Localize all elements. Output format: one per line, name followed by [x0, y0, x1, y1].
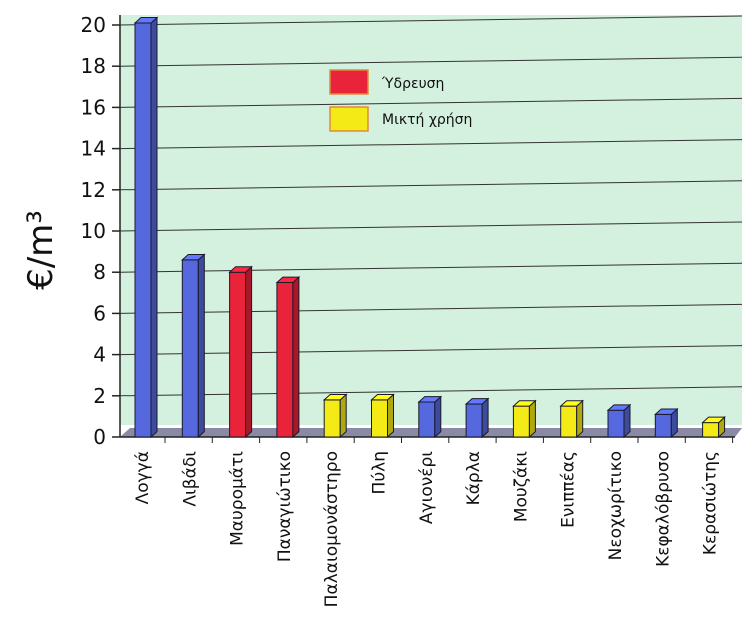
bar [370, 393, 395, 439]
bar-top [606, 404, 632, 411]
bar-front [276, 282, 294, 438]
bar-front [134, 22, 152, 438]
gridline [119, 15, 743, 26]
bar-side [197, 253, 205, 439]
gridline [119, 56, 743, 67]
y-tick-label: 20 [81, 13, 106, 37]
bar-top [133, 17, 159, 24]
x-tick-label: Νεοχωρίτικο [606, 451, 626, 560]
bar-top [275, 276, 301, 283]
y-tick-label: 6 [93, 301, 106, 325]
bar [606, 403, 632, 439]
bar [180, 253, 206, 439]
y-tick-label: 16 [81, 95, 106, 119]
bar-side [576, 399, 584, 439]
bar [701, 416, 726, 439]
bar-front [371, 399, 388, 438]
bar-top [370, 394, 395, 401]
y-tick-label: 12 [81, 178, 106, 202]
gridline [119, 180, 743, 191]
bar [653, 407, 679, 439]
bar [559, 399, 585, 439]
y-tick-label: 0 [93, 425, 106, 449]
bar [417, 395, 443, 439]
x-tick-label: Κερασιώτης [701, 451, 721, 555]
bar-front [181, 259, 199, 438]
bar-front [465, 403, 483, 438]
legend-swatch-mixed [329, 106, 369, 132]
bar-side [339, 393, 347, 439]
bar-top [701, 416, 726, 424]
legend-label-mixed: Μικτή χρήση [382, 112, 472, 128]
bar-top [512, 400, 537, 407]
y-axis-label: €/m³ [21, 210, 61, 290]
bar-front [560, 405, 578, 438]
x-tick-label: Μαυρομάτι [228, 451, 248, 546]
bar-side [434, 395, 442, 439]
legend: Ύδρευση Μικτή χρήση [329, 69, 472, 132]
x-tick-label: Ενιππέας [559, 451, 579, 528]
bar-front [654, 413, 672, 438]
x-axis-labels: Λογγά Λιβάδι Μαυρομάτι Παναγιώτικο Παλαιομον… [133, 437, 734, 607]
bar [133, 16, 159, 439]
x-tick-label: Αγιονέρι [417, 451, 437, 524]
bar-side [528, 399, 536, 439]
legend-label-supply: Ύδρευση [381, 76, 444, 92]
bar [464, 397, 490, 439]
bar-top [653, 408, 679, 415]
plot-background [120, 15, 742, 425]
bar-top [559, 400, 585, 407]
bar-side [292, 275, 300, 439]
y-tick-label: 2 [93, 384, 106, 408]
gridline [119, 221, 743, 232]
bar-side [150, 16, 158, 439]
gridline [119, 303, 743, 314]
x-tick-label: Λιβάδι [180, 451, 200, 507]
bar-side [245, 265, 253, 439]
gridline [119, 386, 743, 397]
bar-front [702, 422, 720, 438]
bar [322, 393, 348, 439]
gridline [119, 262, 743, 273]
x-tick-label: Παναγιώτικο [275, 451, 295, 562]
y-tick-label: 14 [81, 137, 106, 161]
bar-front [229, 271, 247, 438]
y-tick-label: 18 [81, 54, 106, 78]
bar-side [387, 393, 394, 439]
y-axis-ticks: 0 2 4 6 8 10 12 14 16 18 20 [81, 13, 120, 449]
gridline [119, 139, 743, 150]
x-tick-label: Μουζάκι [511, 451, 531, 522]
x-tick-label: Λογγά [133, 451, 153, 504]
y-tick-label: 10 [81, 219, 106, 243]
gridlines [119, 15, 743, 397]
bar-top [417, 396, 443, 403]
bar-top [322, 394, 348, 401]
bar [512, 399, 537, 439]
x-tick-label: Κεφαλόβρυσο [653, 451, 673, 567]
bar-top [228, 266, 253, 273]
x-tick-label: Κάρλα [464, 451, 484, 505]
x-tick-label: Παλαιομονάστηρο [322, 451, 342, 607]
bar-front [418, 401, 436, 438]
legend-swatch-supply [329, 69, 369, 95]
gridline [119, 97, 743, 108]
bars [133, 16, 726, 439]
bar-top [180, 253, 206, 261]
bar-front [607, 409, 625, 438]
y-tick-label: 4 [93, 343, 106, 367]
bar-front [512, 405, 530, 438]
bar [275, 275, 301, 439]
gridline [119, 345, 743, 356]
y-tick-label: 8 [93, 260, 106, 284]
bar-front [323, 399, 341, 438]
bar [228, 265, 253, 439]
x-tick-label: Πύλη [370, 451, 390, 494]
bar-side [481, 397, 489, 439]
bar-top [464, 398, 490, 405]
